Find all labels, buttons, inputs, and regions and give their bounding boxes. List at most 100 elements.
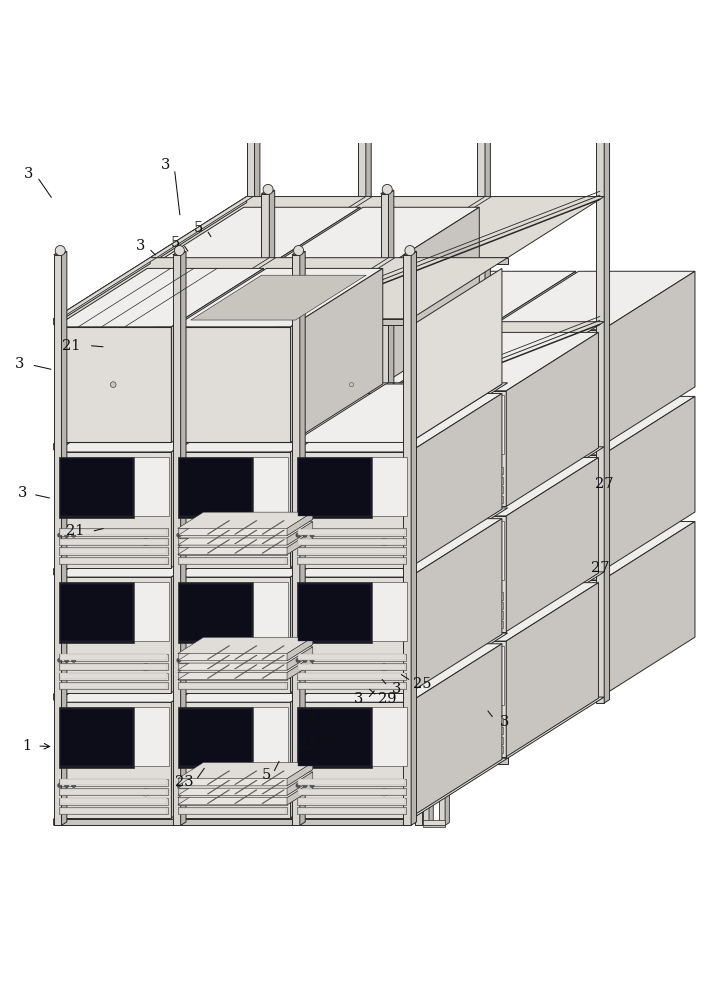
Text: 27: 27 (595, 477, 613, 491)
Polygon shape (157, 477, 263, 483)
Circle shape (280, 597, 285, 601)
Polygon shape (59, 457, 134, 518)
Circle shape (55, 246, 65, 256)
Polygon shape (486, 522, 695, 580)
Polygon shape (483, 396, 576, 570)
Polygon shape (150, 258, 508, 264)
Text: 3: 3 (135, 239, 145, 253)
Polygon shape (327, 585, 362, 644)
Polygon shape (292, 255, 300, 825)
Circle shape (440, 277, 448, 285)
Polygon shape (297, 807, 406, 814)
Polygon shape (178, 673, 287, 680)
Polygon shape (59, 807, 168, 814)
Polygon shape (403, 251, 416, 255)
Polygon shape (395, 612, 501, 618)
Polygon shape (491, 551, 598, 557)
Polygon shape (403, 255, 411, 825)
Polygon shape (275, 718, 383, 724)
Polygon shape (178, 789, 312, 805)
Polygon shape (252, 585, 327, 646)
Polygon shape (174, 702, 290, 818)
Polygon shape (393, 611, 503, 619)
Polygon shape (235, 521, 257, 534)
Polygon shape (275, 646, 349, 707)
Circle shape (191, 783, 195, 788)
Polygon shape (174, 394, 383, 452)
Circle shape (496, 411, 500, 415)
Polygon shape (290, 519, 383, 693)
Polygon shape (54, 319, 60, 325)
Polygon shape (248, 580, 365, 696)
Polygon shape (275, 342, 383, 349)
Polygon shape (253, 532, 360, 538)
Circle shape (72, 533, 76, 537)
Circle shape (161, 472, 165, 476)
Polygon shape (298, 709, 371, 766)
Polygon shape (603, 522, 695, 696)
Polygon shape (155, 371, 265, 378)
Polygon shape (372, 416, 479, 422)
Polygon shape (410, 644, 502, 818)
Polygon shape (411, 251, 416, 825)
Polygon shape (178, 547, 287, 555)
Polygon shape (275, 486, 383, 493)
Polygon shape (491, 541, 598, 547)
Polygon shape (393, 592, 503, 600)
Circle shape (177, 658, 181, 662)
Circle shape (58, 783, 62, 788)
Text: 23: 23 (175, 775, 194, 789)
Polygon shape (423, 575, 445, 577)
Polygon shape (178, 512, 312, 528)
Circle shape (303, 783, 307, 788)
Polygon shape (268, 332, 360, 506)
Circle shape (168, 722, 172, 726)
Polygon shape (178, 654, 312, 670)
Polygon shape (485, 129, 490, 703)
Polygon shape (490, 675, 599, 683)
Polygon shape (178, 781, 312, 798)
Polygon shape (157, 612, 263, 618)
Polygon shape (157, 487, 263, 493)
Polygon shape (395, 468, 501, 474)
Polygon shape (178, 637, 312, 654)
Polygon shape (55, 394, 264, 452)
Circle shape (265, 536, 269, 540)
Polygon shape (252, 675, 361, 683)
Polygon shape (157, 343, 263, 349)
Polygon shape (469, 521, 504, 580)
Text: 3: 3 (307, 712, 317, 726)
Polygon shape (174, 268, 383, 327)
Polygon shape (298, 673, 405, 679)
Circle shape (377, 661, 381, 665)
Circle shape (477, 477, 484, 485)
Polygon shape (54, 383, 157, 444)
Circle shape (184, 658, 188, 662)
Polygon shape (371, 685, 480, 692)
Circle shape (360, 123, 370, 133)
Polygon shape (275, 747, 383, 753)
Polygon shape (298, 808, 405, 814)
Polygon shape (235, 646, 257, 659)
Polygon shape (253, 657, 360, 663)
Polygon shape (150, 447, 604, 508)
Polygon shape (275, 593, 383, 599)
Polygon shape (157, 362, 263, 368)
Polygon shape (157, 371, 263, 377)
Polygon shape (275, 371, 383, 378)
Polygon shape (365, 396, 457, 570)
Circle shape (265, 411, 269, 415)
Text: 3: 3 (18, 486, 28, 500)
Polygon shape (350, 521, 385, 580)
Polygon shape (275, 521, 349, 582)
Polygon shape (178, 707, 252, 768)
Polygon shape (270, 633, 276, 639)
Polygon shape (490, 531, 599, 538)
Polygon shape (178, 656, 312, 673)
Polygon shape (373, 582, 408, 641)
Polygon shape (248, 271, 457, 330)
Polygon shape (275, 728, 383, 734)
Polygon shape (410, 268, 502, 442)
Polygon shape (491, 686, 598, 692)
Polygon shape (491, 586, 564, 644)
